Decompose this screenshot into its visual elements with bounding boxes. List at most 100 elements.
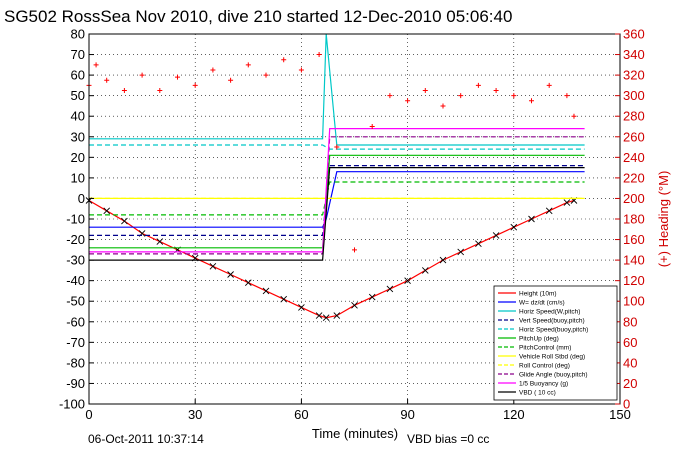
y-tick-label: -10 (66, 212, 85, 227)
y-right-tick-label: 240 (623, 150, 645, 165)
y-right-tick-label: 160 (623, 232, 645, 247)
heading-point (157, 88, 163, 94)
heading-point (281, 57, 287, 63)
y-right-tick-label: 140 (623, 253, 645, 268)
series-marker (103, 207, 111, 215)
legend-entry: 1/5 Buoyancy (g) (519, 380, 568, 387)
legend-box (493, 285, 618, 401)
y-right-tick-label: 200 (623, 191, 645, 206)
legend-entry: Horiz Speed(W,pitch) (519, 308, 580, 315)
x-tick-label: 60 (294, 407, 308, 422)
heading-point (228, 77, 234, 83)
legend-entry: PitchUp (deg) (519, 335, 559, 342)
y-tick-label: -90 (66, 376, 85, 391)
footer-vbd-bias: VBD bias =0 cc (407, 432, 489, 446)
x-tick-label: 120 (503, 407, 525, 422)
series-marker (262, 287, 270, 295)
y-right-tick-label: 260 (623, 129, 645, 144)
heading-point (546, 82, 552, 88)
y-tick-label: -20 (66, 232, 85, 247)
legend-entry: Glide Angle (buoy,pitch) (519, 371, 588, 378)
series-marker (227, 271, 234, 278)
series-marker (156, 238, 164, 245)
series-marker (280, 295, 288, 303)
series-marker (563, 199, 571, 206)
y-tick-label: -30 (66, 253, 85, 268)
y-right-tick-label: 180 (623, 212, 645, 227)
y-tick-label: 0 (78, 191, 85, 206)
legend-entry: VBD ( 10 cc) (519, 389, 556, 396)
heading-point (529, 98, 534, 104)
series-line (89, 128, 585, 253)
legend-entry: W= dz/dt (cm/s) (519, 299, 565, 306)
series-line (89, 154, 585, 249)
legend-entry: Height (10m) (519, 290, 557, 297)
heading-point (440, 103, 446, 109)
heading-point (263, 72, 269, 78)
series-line (89, 144, 585, 150)
series-marker (439, 256, 447, 264)
y-right-tick-label: 0 (623, 397, 630, 412)
series-marker (510, 223, 518, 231)
y-tick-label: -60 (66, 314, 85, 329)
y-right-tick-label: 100 (623, 294, 645, 309)
y-tick-label: -40 (66, 273, 85, 288)
series-marker (475, 240, 482, 247)
heading-point (475, 82, 481, 88)
heading-point (210, 67, 216, 73)
series-lines (85, 33, 585, 321)
x-tick-label: 90 (400, 407, 414, 422)
y-tick-label: -50 (66, 294, 85, 309)
x-tick-label: 150 (609, 407, 631, 422)
legend-entry: Roll Control (deg) (519, 362, 570, 369)
series-line (88, 199, 575, 319)
series-marker (209, 262, 217, 270)
series-line (89, 136, 585, 255)
series-marker (298, 304, 305, 311)
heading-point (192, 82, 198, 88)
y-right-tick-label: 20 (623, 376, 637, 391)
y-tick-label: -80 (66, 355, 85, 370)
y-right-tick-label: 80 (623, 314, 637, 329)
y-right-tick-label: 300 (623, 88, 645, 103)
y-right-tick-label: 360 (623, 27, 645, 42)
legend-entry: Vert Speed(buoy,pitch) (519, 317, 585, 324)
heading-point (422, 88, 428, 94)
heading-point (511, 93, 517, 99)
axis-ticks: 0 30 60 90 120 15080706050403020100-10-20-30-… (59, 27, 645, 423)
heading-point (104, 77, 110, 83)
series-marker (421, 267, 429, 274)
y-right-tick-label: 60 (623, 335, 637, 350)
legend-entry: Horiz Speed(buoy,pitch) (519, 326, 588, 333)
chart-title: SG502 RossSea Nov 2010, dive 210 started… (4, 7, 512, 26)
x-tick-label: 0 (85, 407, 92, 422)
heading-point (245, 62, 251, 68)
series-marker (121, 217, 128, 225)
legend-entry: PitchControl (mm) (519, 344, 571, 351)
series-marker (351, 302, 358, 309)
y-right-tick-label: 220 (623, 170, 645, 185)
heading-point (564, 93, 570, 99)
y-tick-label: 80 (71, 27, 85, 42)
y-tick-label: 10 (71, 170, 85, 185)
series-line (89, 165, 585, 236)
y-right-tick-label: 40 (623, 355, 637, 370)
series-marker (404, 277, 411, 284)
series-marker (368, 293, 376, 301)
heading-point (316, 52, 322, 58)
series-marker (315, 312, 323, 319)
heading-point (175, 74, 180, 80)
legend: Height (10m) W= dz/dt (cm/s) Horiz Speed(W… (493, 285, 618, 401)
heading-point (121, 88, 127, 94)
series-marker (457, 248, 465, 256)
y-right-tick-label: 280 (623, 109, 645, 124)
y-tick-label: 60 (71, 68, 85, 83)
y-tick-label: -70 (66, 335, 85, 350)
x-tick-label: 30 (188, 407, 202, 422)
y-right-tick-label: 120 (623, 273, 645, 288)
heading-point (352, 247, 357, 253)
series-marker (322, 314, 330, 321)
series-marker (244, 279, 252, 287)
heading-point (369, 124, 375, 129)
